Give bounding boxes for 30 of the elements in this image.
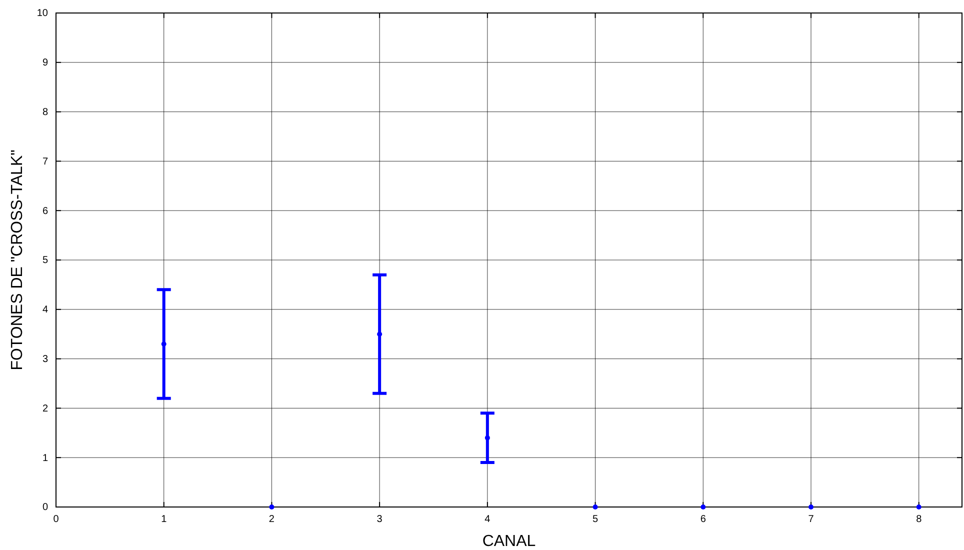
y-tick-label: 6 (42, 206, 48, 217)
x-tick-label: 0 (53, 514, 60, 526)
x-tick-label: 6 (700, 514, 706, 526)
point (808, 504, 814, 510)
y-axis-title: FOTONES DE "CROSS-TALK" (9, 150, 26, 370)
y-tick-label: 4 (42, 304, 48, 316)
y-tick-label: 2 (42, 403, 48, 414)
point (700, 504, 706, 510)
point (916, 504, 922, 510)
point (269, 504, 274, 510)
point (377, 332, 382, 337)
y-tick-label: 1 (42, 452, 48, 464)
y-tick-label: 9 (42, 58, 48, 69)
point (592, 504, 598, 510)
x-tick-label: 4 (484, 514, 491, 526)
y-tick-label: 3 (42, 354, 48, 365)
y-tick-label: 0 (42, 502, 48, 514)
x-tick-label: 5 (592, 514, 599, 526)
point (161, 341, 166, 346)
y-tick-label: 7 (42, 156, 48, 168)
x-tick-label: 2 (268, 514, 275, 526)
x-axis-title: CANAL (482, 533, 536, 550)
y-tick-label: 5 (42, 255, 48, 266)
y-tick-label: 10 (36, 8, 48, 20)
x-tick-label: 8 (916, 514, 922, 526)
x-tick-label: 7 (808, 514, 814, 526)
x-tick-label: 3 (376, 514, 383, 526)
y-tick-label: 8 (42, 107, 48, 118)
x-tick-label: 1 (161, 514, 168, 526)
point (484, 435, 490, 440)
